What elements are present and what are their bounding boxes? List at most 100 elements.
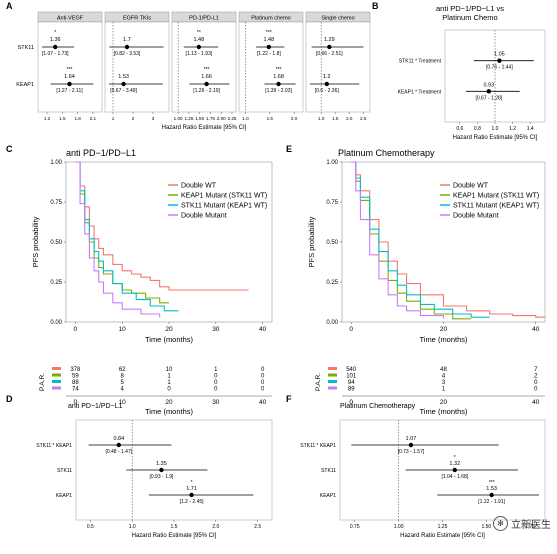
risk-time-label: 40	[532, 399, 540, 406]
risk-color-key	[52, 367, 61, 370]
estimate-label: 1.2	[323, 74, 331, 80]
risk-count: 0	[214, 374, 218, 380]
y-tick-label: 0.00	[50, 320, 62, 326]
ci-label: [1.2 - 2.45]	[180, 499, 205, 505]
risk-count: 0	[261, 374, 265, 380]
facet-title: EGFR TKIs	[123, 16, 151, 22]
legend-label: Double WT	[181, 183, 217, 190]
row-label: STK11 * Treatment	[399, 59, 442, 65]
panel-letter-B: B	[372, 1, 379, 11]
estimate-point	[196, 44, 202, 50]
estimate-label: 1.32	[449, 461, 460, 467]
risk-time-label: 0	[74, 399, 78, 406]
watermark: ✻ 立新医生	[493, 516, 551, 531]
significance-stars: *	[54, 30, 56, 36]
x-tick-label: 1.0	[242, 116, 249, 121]
risk-time-label: 40	[259, 399, 267, 406]
chart-title: anti PD−1/PD−L1	[68, 403, 123, 410]
risk-count: 74	[72, 387, 79, 393]
y-tick-label: 0.75	[326, 200, 338, 206]
ci-label: [0.67 - 1.28]	[475, 95, 502, 101]
ci-label: [0.76 - 1.44]	[486, 65, 513, 71]
ci-label: [1.04 - 1.68]	[441, 474, 468, 480]
x-tick-label: 1	[112, 116, 115, 121]
x-axis-label: Hazard Ratio Estimate [95% CI]	[400, 533, 485, 539]
x-tick-label: 2.1	[90, 116, 97, 121]
ci-label: [0.67 - 3.49]	[110, 88, 137, 94]
x-tick-label: 1.2	[44, 116, 51, 121]
facet-panel	[104, 21, 170, 113]
legend-label: STK11 Mutant (KEAP1 WT)	[181, 203, 267, 210]
estimate-label: 1.53	[118, 74, 129, 80]
panel-letter-D: D	[6, 394, 13, 404]
ci-label: [0.66 - 2.51]	[316, 51, 343, 57]
x-tick-label: 3	[152, 116, 155, 121]
legend-label: Double Mutant	[181, 213, 227, 220]
row-label: STK11	[57, 468, 72, 474]
x-tick-label: 20	[165, 326, 173, 333]
facet-title: Single chemo	[321, 16, 354, 22]
y-tick-label: 0.75	[50, 200, 62, 206]
estimate-point	[497, 58, 502, 63]
risk-count: 1	[442, 387, 446, 393]
estimate-label: 1.7	[123, 37, 131, 43]
x-tick-label: 1.8	[74, 116, 81, 121]
risk-x-label: Time (months)	[145, 407, 194, 416]
risk-count: 0	[214, 387, 218, 393]
estimate-point	[53, 44, 58, 50]
risk-color-key	[52, 380, 61, 383]
estimate-label: 1.64	[64, 74, 75, 80]
estimate-label: 0.84	[113, 436, 124, 442]
x-tick-label: 0.75	[350, 524, 360, 530]
risk-time-label: 30	[212, 399, 220, 406]
estimate-point	[408, 442, 414, 448]
wechat-icon: ✻	[493, 516, 508, 531]
risk-color-key	[52, 386, 61, 390]
risk-count: 1	[214, 367, 218, 373]
risk-count: 5	[121, 380, 125, 386]
legend-label: KEAP1 Mutant (STK11 WT)	[181, 193, 267, 200]
x-tick-label: 40	[532, 326, 540, 333]
estimate-point	[159, 467, 164, 473]
row-label: KEAP1	[16, 82, 34, 88]
estimate-point	[266, 44, 272, 50]
x-tick-label: 10	[119, 326, 127, 333]
facet-title: PD-1/PD-L1	[189, 16, 219, 22]
risk-count: 59	[72, 374, 79, 380]
risk-table-label: P.A.R.	[315, 373, 322, 391]
estimate-label: 1.66	[201, 74, 212, 80]
estimate-label: 1.53	[486, 486, 497, 492]
x-tick-label: 1.00	[394, 524, 404, 530]
significance-stars: **	[197, 30, 201, 36]
risk-count: 0	[534, 380, 538, 386]
estimate-label: 1.36	[50, 37, 61, 43]
chart-title: Platinum Chemo	[442, 13, 497, 22]
x-axis-label: Hazard Ratio Estimate [95% CI]	[132, 533, 217, 539]
estimate-label: 1.07	[406, 436, 417, 442]
y-tick-label: 0.50	[50, 240, 62, 246]
significance-stars: ***	[266, 30, 272, 36]
x-tick-label: 0	[74, 326, 78, 333]
x-tick-label: 30	[212, 326, 220, 333]
risk-count: 1	[167, 374, 171, 380]
estimate-label: 0.93	[483, 82, 494, 88]
x-axis-label: Time (months)	[145, 335, 194, 344]
km-curve	[75, 161, 249, 291]
facet-panel	[37, 21, 103, 113]
significance-stars: ***	[276, 67, 282, 73]
x-tick-label: 1.0	[492, 126, 499, 132]
x-tick-label: 2.00	[217, 116, 226, 121]
x-tick-label: 1.50	[481, 524, 491, 530]
panel-letter-E: E	[286, 144, 292, 154]
x-tick-label: 2.0	[212, 524, 219, 530]
x-tick-label: 1.75	[206, 116, 215, 121]
ci-label: [1.39 - 2.03]	[265, 88, 292, 94]
significance-stars: ***	[489, 480, 495, 486]
risk-time-label: 10	[119, 399, 127, 406]
estimate-point	[324, 81, 329, 87]
risk-time-label: 20	[165, 399, 173, 406]
ci-label: [0.73 - 1.57]	[398, 449, 425, 455]
estimate-point	[116, 442, 122, 448]
x-tick-label: 1.2	[509, 126, 516, 132]
